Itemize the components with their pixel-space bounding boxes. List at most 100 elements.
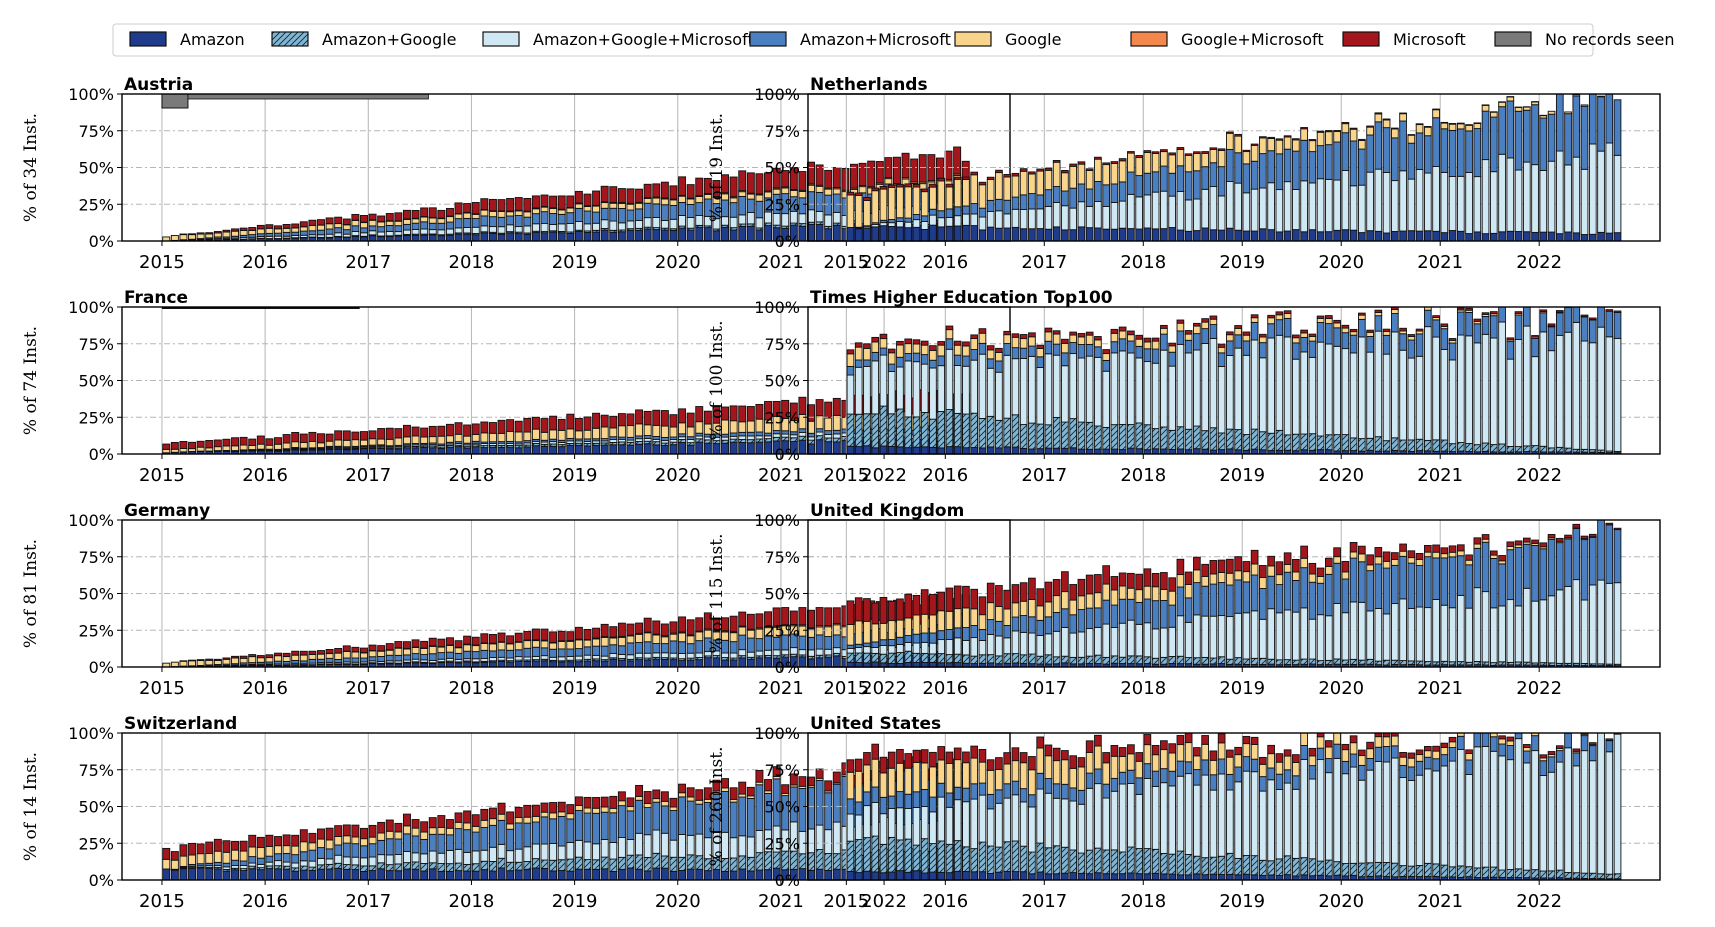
bar-segment-amazon-google-microsoft <box>334 854 343 864</box>
bar-segment-amazon-google-microsoft <box>1283 336 1292 436</box>
bar-segment-amazon-microsoft <box>1456 735 1465 750</box>
bar-segment-google <box>609 807 618 814</box>
bar-segment-amazon-google-microsoft <box>566 223 575 233</box>
bar-segment-amazon-microsoft <box>1160 333 1168 351</box>
bar-segment-amazon-google-microsoft <box>1044 205 1053 230</box>
bar-segment-google <box>1028 173 1036 194</box>
bar-segment-google <box>1283 312 1292 319</box>
bar-segment-amazon-google-microsoft <box>1531 750 1539 871</box>
bar-segment-amazon-google-microsoft <box>1605 142 1614 234</box>
bar-segment-amazon-microsoft <box>600 645 609 657</box>
bar-segment-amazon <box>970 225 979 242</box>
bar-segment-microsoft <box>1283 310 1292 314</box>
bar-segment-amazon-microsoft <box>1193 333 1201 351</box>
bar-segment-amazon-microsoft <box>1465 312 1473 337</box>
bar-segment-amazon-google-microsoft <box>686 439 695 444</box>
bar-segment-amazon-microsoft <box>1300 745 1308 760</box>
bar-segment-amazon-google-microsoft <box>1044 353 1053 426</box>
bar-segment-microsoft <box>738 170 747 192</box>
bar-segment-amazon <box>1085 227 1094 242</box>
bar-segment-google <box>929 186 937 210</box>
bar-segment-amazon-microsoft <box>574 810 583 841</box>
bar-segment-google <box>1135 157 1143 177</box>
bar-segment-amazon <box>557 870 566 881</box>
bar-segment-microsoft <box>1135 573 1143 591</box>
bar-segment-google <box>660 425 669 438</box>
bar-segment-amazon-microsoft <box>1572 306 1581 323</box>
bar-segment-google <box>1292 571 1300 581</box>
bar-segment-microsoft <box>863 343 871 349</box>
bar-segment-microsoft <box>248 227 257 231</box>
bar-segment-amazon-google-microsoft <box>1316 341 1325 437</box>
bar-segment-google <box>411 647 420 655</box>
bar-segment-microsoft <box>1456 122 1465 125</box>
bar-segment-google <box>1168 590 1176 606</box>
bar-segment-amazon <box>1028 448 1036 455</box>
bar-segment-amazon <box>1283 230 1292 242</box>
bar-segment-amazon-google <box>1028 851 1036 875</box>
bar-segment-google <box>1052 333 1061 345</box>
bar-segment-amazon-google-microsoft <box>1267 779 1275 862</box>
bar-segment-google <box>643 803 652 809</box>
bar-segment-google <box>351 836 360 845</box>
bar-segment-google <box>583 639 592 648</box>
bar-segment-amazon-microsoft <box>1374 315 1383 332</box>
bar-segment-microsoft <box>1094 156 1102 160</box>
bar-segment-amazon <box>1184 874 1193 881</box>
bar-segment-google <box>1110 589 1119 606</box>
bar-segment-google <box>454 433 463 443</box>
bar-segment-amazon <box>669 870 678 881</box>
bar-segment-amazon-google-microsoft <box>729 837 738 859</box>
bar-segment-amazon <box>1325 231 1333 242</box>
bar-segment-google <box>781 187 790 195</box>
legend-item-google: Google <box>954 30 1061 49</box>
bar-segment-amazon-google-microsoft <box>1456 594 1465 663</box>
bar-segment-google <box>832 188 841 195</box>
bar-segment-amazon-google <box>1341 863 1350 877</box>
bar-segment-amazon-google <box>1151 428 1160 450</box>
bar-segment-google <box>600 426 609 440</box>
bar-segment-google <box>746 629 755 639</box>
bar-segment-amazon-microsoft <box>1358 561 1366 603</box>
bar-segment-microsoft <box>265 834 274 847</box>
bar-segment-amazon <box>1069 872 1077 881</box>
bar-segment-amazon <box>1267 874 1275 881</box>
panel-title: United States <box>810 714 941 734</box>
bar-segment-amazon <box>402 447 411 455</box>
bar-segment-amazon-google-microsoft <box>1011 208 1020 228</box>
bar-segment-google <box>1333 556 1341 564</box>
bar-segment-google <box>411 435 420 444</box>
bar-segment-amazon-google-microsoft <box>695 215 704 226</box>
bar-segment-amazon-microsoft <box>635 799 644 834</box>
bar-segment-amazon <box>368 870 377 881</box>
bar-segment-amazon-microsoft <box>879 796 888 815</box>
bar-segment-amazon <box>738 657 747 668</box>
bar-segment-amazon-google-microsoft <box>557 223 566 232</box>
bar-segment-amazon-google-microsoft <box>1226 181 1234 229</box>
bar-segment-microsoft <box>351 213 360 221</box>
bar-segment-amazon-microsoft <box>1201 585 1209 617</box>
bar-segment-amazon-google-microsoft <box>686 217 695 229</box>
bar-segment-microsoft <box>1506 736 1515 742</box>
bar-segment-amazon-microsoft <box>755 431 764 437</box>
bar-segment-google <box>1127 152 1135 173</box>
bar-segment-google <box>377 438 386 446</box>
bar-segment-amazon-google-microsoft <box>1539 599 1548 664</box>
bar-segment-microsoft <box>635 622 644 634</box>
bar-segment-amazon <box>488 446 497 455</box>
bar-segment-amazon-google-microsoft <box>815 648 824 656</box>
bar-segment-microsoft <box>334 216 343 224</box>
bar-segment-amazon-google <box>1300 857 1308 876</box>
bar-segment-amazon-microsoft <box>1193 170 1201 200</box>
bar-segment-amazon-google-microsoft <box>755 435 764 440</box>
bar-segment-amazon-microsoft <box>1531 104 1539 166</box>
bar-segment-amazon-microsoft <box>1316 145 1325 180</box>
bar-segment-amazon <box>929 661 937 668</box>
bar-segment-microsoft <box>904 338 913 345</box>
bar-segment-amazon-google <box>1333 434 1341 452</box>
bar-segment-microsoft <box>879 756 888 774</box>
bar-segment-amazon <box>385 870 394 881</box>
bar-segment-microsoft <box>1333 547 1341 558</box>
bar-segment-amazon-google-microsoft <box>1151 362 1160 430</box>
bar-segment-amazon-microsoft <box>574 207 583 222</box>
